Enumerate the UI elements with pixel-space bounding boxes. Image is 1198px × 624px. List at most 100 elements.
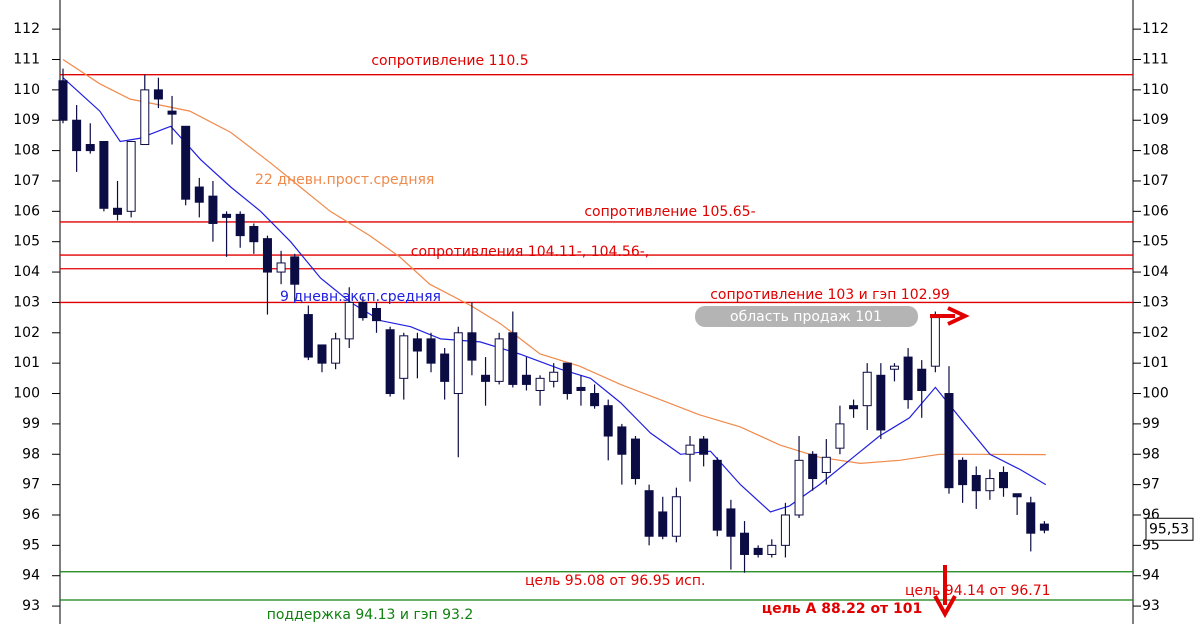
y-tick-label: 104 (13, 264, 40, 280)
candle-body (658, 511, 668, 537)
y-tick-label: 109 (1142, 112, 1169, 128)
candle-body (167, 110, 177, 115)
candle-body (590, 393, 600, 407)
y-tick-label: 108 (1142, 143, 1169, 159)
annotation: поддержка 94.13 и гэп 93.2 (267, 607, 474, 623)
y-tick-label: 107 (13, 173, 40, 189)
candle-body (794, 459, 804, 516)
annotation: сопротивления 104.11-, 104.56-, (411, 244, 650, 260)
candle-body (126, 140, 136, 212)
candle-body (958, 459, 968, 486)
last-price-box (1145, 517, 1194, 541)
candle-body (331, 338, 341, 364)
candle-body (426, 338, 436, 364)
candle-body (903, 356, 913, 401)
candle-body (467, 332, 477, 361)
candle-body (767, 544, 777, 555)
candle-body (617, 426, 627, 455)
y-tick-label: 97 (1142, 477, 1160, 493)
y-tick-label: 103 (1142, 294, 1169, 310)
annotation: цель А 88.22 от 101 (762, 601, 923, 617)
arrow-right (930, 306, 970, 326)
y-tick-label: 110 (13, 82, 40, 98)
candle-body (562, 362, 572, 395)
y-tick-label: 108 (13, 143, 40, 159)
y-tick-label: 106 (13, 203, 40, 219)
candle-body (535, 377, 545, 391)
candle-body (249, 226, 259, 243)
candle-body (603, 405, 613, 437)
y-tick-label: 99 (1142, 416, 1160, 432)
candle-body (685, 444, 695, 455)
y-tick-label: 95 (1142, 537, 1160, 553)
candle-body (290, 256, 300, 285)
ma-label: 9 дневн.эксп.средняя (280, 289, 441, 305)
y-tick-label: 95 (22, 537, 40, 553)
candle-body (808, 453, 818, 480)
candle-body (494, 338, 504, 382)
annotation: сопротивление 110.5 (371, 53, 528, 69)
candle-body (985, 478, 995, 492)
candle-body (917, 368, 927, 391)
candle-body (262, 238, 272, 273)
y-tick-label: 96 (22, 507, 40, 523)
y-tick-label: 111 (13, 51, 40, 67)
y-tick-label: 98 (22, 446, 40, 462)
ma-label: 22 дневн.прост.средняя (255, 172, 434, 188)
y-tick-label: 111 (1142, 51, 1169, 67)
candle-body (208, 195, 218, 224)
candle-body (835, 423, 845, 449)
candle-body (726, 508, 736, 537)
y-tick-label: 98 (1142, 446, 1160, 462)
candle-body (358, 301, 368, 319)
candle-body (399, 335, 409, 379)
annotation: сопротивление 105.65- (584, 204, 755, 220)
annotation: цель 94.14 от 96.71 (905, 583, 1051, 599)
candle-body (481, 374, 491, 382)
y-tick-label: 110 (1142, 82, 1169, 98)
y-tick-label: 112 (13, 21, 40, 37)
y-tick-label: 99 (22, 416, 40, 432)
y-tick-label: 112 (1142, 21, 1169, 37)
moving-average (62, 58, 1046, 465)
candle-body (99, 140, 109, 209)
y-tick-label: 105 (13, 234, 40, 250)
candle-body (1039, 523, 1049, 531)
candle-body (508, 332, 518, 385)
y-tick-label: 103 (13, 294, 40, 310)
y-tick-label: 105 (1142, 234, 1169, 250)
candle-body (644, 490, 654, 537)
y-tick-label: 94 (1142, 568, 1160, 584)
moving-average (62, 77, 1047, 513)
candle-body (821, 456, 831, 473)
y-tick-label: 94 (22, 568, 40, 584)
y-tick-label: 109 (13, 112, 40, 128)
candle-body (576, 386, 586, 391)
candle-body (153, 89, 163, 100)
last-price-label: 95,53 (1149, 521, 1189, 537)
candle-body (440, 353, 450, 382)
annotation: сопротивление 103 и гэп 102.99 (710, 287, 950, 303)
candle-body (453, 332, 463, 395)
candle-body (876, 374, 886, 431)
y-tick-label: 100 (1142, 386, 1169, 402)
candle-body (712, 459, 722, 531)
candle-body (385, 329, 395, 395)
candle-body (412, 338, 422, 352)
candle-body (1012, 493, 1022, 498)
candle-body (780, 514, 790, 546)
candle-body (72, 119, 82, 152)
annotation: область продаж 101 (730, 309, 882, 325)
candle-body (222, 213, 232, 218)
candle-body (194, 186, 204, 203)
candle-body (235, 213, 245, 237)
candle-body (849, 405, 859, 410)
candle-body (344, 301, 354, 340)
candle-body (999, 471, 1009, 489)
candle-body (317, 344, 327, 364)
y-tick-label: 100 (13, 386, 40, 402)
annotation: цель 95.08 от 96.95 исп. (525, 573, 705, 589)
candle-body (58, 80, 68, 121)
